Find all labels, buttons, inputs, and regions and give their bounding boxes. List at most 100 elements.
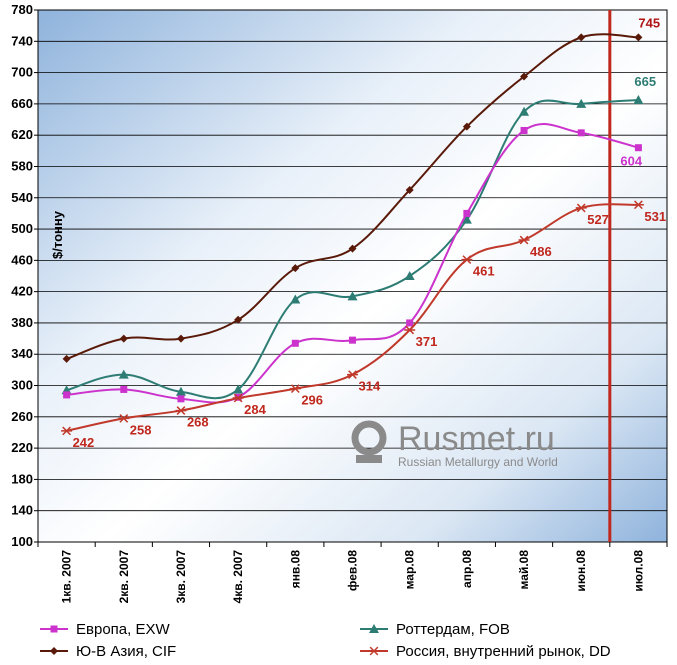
data-point (289, 384, 301, 394)
series-line (66, 122, 639, 404)
x-tick-label: янв.08 (288, 550, 302, 589)
data-point (518, 235, 530, 245)
y-tick-label: 340 (11, 346, 33, 361)
data-point (461, 255, 473, 264)
data-point (520, 72, 529, 81)
x-tick-label: июл.08 (631, 550, 645, 592)
y-axis-ticks: 100 140 180 220 260 300 340 380 420 460 500 540 580 6… (11, 2, 38, 549)
data-label: 314 (359, 379, 381, 394)
legend-marker (50, 647, 58, 655)
legend-item: Ю-В Азия, CIF (40, 643, 176, 660)
data-point (119, 334, 128, 343)
plot-background (38, 10, 667, 542)
y-tick-label: 500 (11, 221, 33, 236)
y-tick-label: 100 (11, 534, 33, 549)
data-point (175, 406, 187, 415)
watermark: Rusmet.ru Russian Metallurgy and World (351, 420, 558, 469)
series-2 (62, 33, 643, 363)
data-label: 258 (130, 422, 152, 437)
data-point (520, 126, 528, 134)
data-point (633, 94, 644, 104)
y-tick-label: 660 (11, 96, 33, 111)
series-3 (61, 200, 644, 436)
data-point (233, 384, 244, 394)
y-tick-label: 380 (11, 315, 33, 330)
y-tick-label: 700 (11, 65, 33, 80)
legend-item: Европа, EXW (40, 621, 170, 638)
data-point (175, 386, 186, 396)
rusmet-logo-icon (351, 420, 387, 463)
x-tick-label: 3кв. 2007 (174, 550, 188, 604)
series-layer (61, 33, 644, 436)
x-tick-label: май.08 (517, 550, 531, 590)
y-tick-label: 540 (11, 190, 33, 205)
data-point (576, 98, 587, 108)
data-point (405, 185, 414, 194)
data-label: 284 (244, 402, 266, 417)
x-tick-label: 2кв. 2007 (117, 550, 131, 604)
series-1 (61, 94, 644, 400)
data-point (404, 271, 415, 280)
data-point (575, 203, 587, 213)
data-label: 604 (620, 154, 642, 169)
data-point (118, 414, 130, 423)
data-point (406, 319, 414, 327)
y-tick-label: 420 (11, 284, 33, 299)
watermark-brand: Rusmet.ru (398, 420, 555, 458)
data-point (577, 33, 586, 42)
x-tick-label: фев.08 (346, 550, 360, 591)
data-point (634, 144, 642, 152)
data-point (120, 385, 128, 393)
legend-marker (368, 646, 380, 656)
data-point (348, 244, 357, 253)
data-point (177, 395, 185, 403)
x-axis-ticks: 1кв. 2007 2кв. 2007 3кв. 2007 4кв. 2007 янв.… (37, 542, 668, 604)
data-label: 461 (473, 264, 495, 279)
data-point (577, 129, 585, 137)
data-label: 531 (644, 209, 666, 224)
legend-marker (50, 625, 58, 633)
legend-label: Роттердам, FOB (396, 621, 510, 638)
data-point (461, 214, 472, 224)
y-tick-label: 580 (11, 158, 33, 173)
data-point (234, 315, 243, 324)
data-point (632, 200, 644, 210)
y-tick-label: 780 (11, 2, 33, 17)
legend-marker (369, 624, 379, 633)
data-label: 527 (587, 212, 609, 227)
y-tick-label: 260 (11, 409, 33, 424)
x-tick-label: июн.08 (574, 550, 588, 592)
y-axis-label: $/тонну (50, 210, 65, 259)
x-tick-label: мар.08 (403, 550, 417, 590)
data-point (63, 391, 71, 399)
data-point (404, 325, 416, 335)
data-point (519, 106, 530, 116)
data-label: 486 (530, 244, 552, 259)
data-point (291, 339, 299, 347)
y-tick-label: 740 (11, 33, 33, 48)
plot-frame (37, 9, 668, 543)
data-label: 296 (301, 393, 323, 408)
data-label: 371 (416, 334, 438, 349)
data-point (290, 294, 301, 304)
x-tick-label: 4кв. 2007 (231, 550, 245, 604)
data-point (118, 369, 129, 379)
data-labels: 745 665 604 242 258 268 284 296 314 371 461 486 527 5… (73, 15, 667, 450)
series-line (66, 203, 639, 432)
data-point (634, 33, 643, 42)
data-point (61, 426, 73, 436)
legend-item: Роттердам, FOB (360, 621, 510, 638)
legend-item: Россия, внутренний рынок, DD (360, 643, 611, 660)
data-label: 665 (634, 74, 656, 89)
legend-label: Россия, внутренний рынок, DD (396, 643, 611, 660)
watermark-tagline: Russian Metallurgy and World (398, 455, 558, 469)
data-point (232, 393, 244, 403)
data-point (176, 334, 185, 343)
y-tick-label: 620 (11, 127, 33, 142)
legend-label: Европа, EXW (76, 621, 170, 638)
y-tick-label: 460 (11, 252, 33, 267)
data-point (462, 122, 471, 131)
data-label: 745 (638, 15, 660, 30)
x-tick-label: 1кв. 2007 (60, 550, 74, 604)
legend: Европа, EXW Роттердам, FOB Ю-В Азия, CIF Ро… (40, 621, 611, 660)
